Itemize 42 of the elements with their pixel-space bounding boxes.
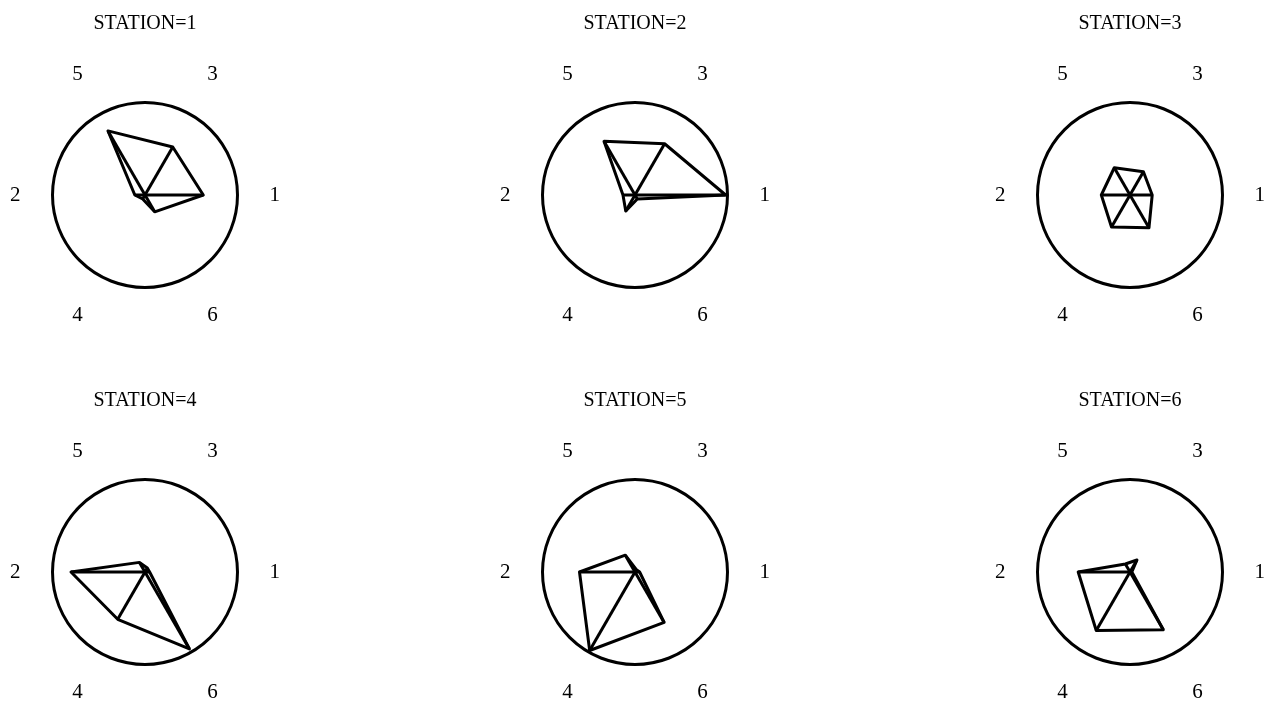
spoke-label: 1 bbox=[1254, 558, 1265, 583]
spoke-label: 2 bbox=[995, 181, 1006, 206]
chart-title: STATION=2 bbox=[583, 11, 687, 34]
spoke-label: 6 bbox=[697, 301, 708, 326]
spoke-label: 4 bbox=[562, 678, 574, 703]
spoke-label: 1 bbox=[1254, 181, 1265, 206]
spoke-label: 1 bbox=[759, 558, 770, 583]
chart-title: STATION=6 bbox=[1078, 388, 1182, 411]
spoke-label: 3 bbox=[1192, 61, 1203, 86]
spoke-label: 2 bbox=[10, 558, 21, 583]
spoke-label: 2 bbox=[500, 181, 511, 206]
chart-title: STATION=4 bbox=[93, 388, 197, 411]
spoke-label: 6 bbox=[207, 678, 218, 703]
spoke-label: 4 bbox=[562, 301, 574, 326]
spoke-label: 1 bbox=[759, 181, 770, 206]
spoke-label: 5 bbox=[562, 438, 573, 463]
chart-title: STATION=5 bbox=[583, 388, 687, 411]
spoke-label: 2 bbox=[500, 558, 511, 583]
spoke-label: 3 bbox=[697, 61, 708, 86]
spoke-label: 5 bbox=[1057, 61, 1068, 86]
chart-title: STATION=1 bbox=[93, 11, 197, 34]
chart-title: STATION=3 bbox=[1078, 11, 1182, 34]
spoke-label: 6 bbox=[1192, 301, 1203, 326]
spoke-label: 6 bbox=[207, 301, 218, 326]
spoke-label: 3 bbox=[697, 438, 708, 463]
spoke-label: 6 bbox=[697, 678, 708, 703]
spoke-label: 2 bbox=[995, 558, 1006, 583]
spoke-label: 4 bbox=[72, 301, 84, 326]
spoke-label: 4 bbox=[1057, 678, 1069, 703]
spoke-label: 4 bbox=[1057, 301, 1069, 326]
spoke-label: 1 bbox=[269, 558, 280, 583]
spoke-label: 3 bbox=[207, 61, 218, 86]
spoke-label: 4 bbox=[72, 678, 84, 703]
spoke-label: 3 bbox=[1192, 438, 1203, 463]
spoke-label: 1 bbox=[269, 181, 280, 206]
spoke-label: 3 bbox=[207, 438, 218, 463]
spoke-label: 5 bbox=[1057, 438, 1068, 463]
spoke-label: 5 bbox=[562, 61, 573, 86]
spoke-label: 5 bbox=[72, 61, 83, 86]
spoke-label: 2 bbox=[10, 181, 21, 206]
spoke-label: 5 bbox=[72, 438, 83, 463]
spoke-label: 6 bbox=[1192, 678, 1203, 703]
